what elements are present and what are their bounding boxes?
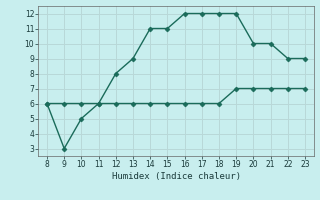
X-axis label: Humidex (Indice chaleur): Humidex (Indice chaleur): [111, 172, 241, 181]
